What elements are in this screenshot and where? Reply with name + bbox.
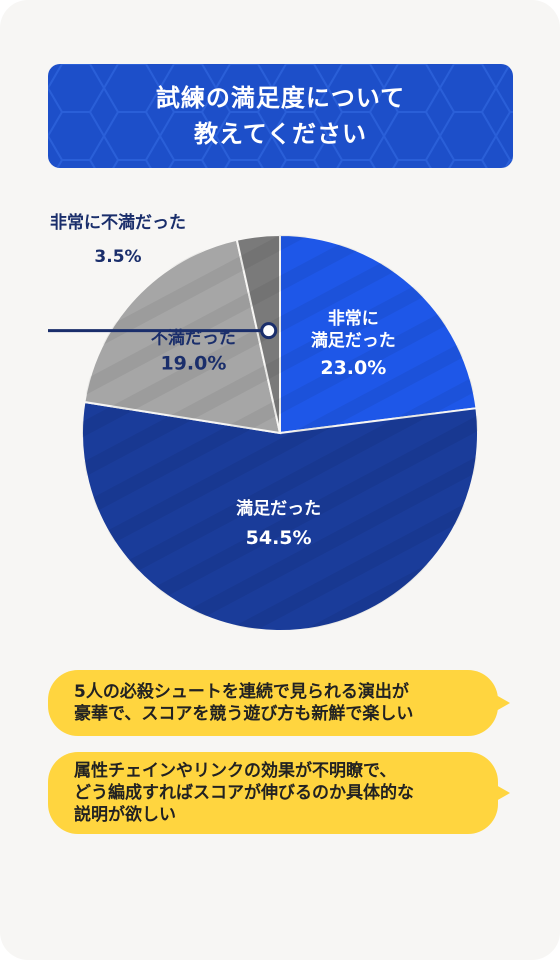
slice-label-2: 満足だった: [236, 498, 321, 519]
slice-label-4: 非常に不満だった: [50, 212, 186, 233]
pie-chart: 非常に満足だった23.0%満足だった54.5%不満だった19.0%非常に不満だっ…: [48, 212, 479, 632]
slice-label-3: 不満だった: [151, 328, 236, 349]
slice-label-1a: 非常に: [328, 308, 379, 329]
slice-value-2: 54.5%: [246, 527, 312, 549]
page-title: 試練の満足度について 教えてください: [155, 84, 406, 148]
pie-slice-texture-4: [236, 235, 280, 433]
pie-slice-texture-3: [84, 239, 280, 433]
title-banner: 試練の満足度について 教えてください: [48, 64, 513, 168]
pie-slice-texture-2: [81, 402, 479, 631]
slice-value-4: 3.5%: [94, 247, 141, 267]
hexagon-pattern: [48, 64, 513, 168]
slice-value-3: 19.0%: [160, 353, 226, 375]
comment-bubble-1: 5人の必殺シュートを連続で見られる演出が 豪華で、スコアを競う遊び方も新鮮で楽し…: [48, 670, 510, 736]
slice-label-1b: 満足だった: [311, 330, 396, 351]
comment-bubble-2: 属性チェインやリンクの効果が不明瞭で、 どう編成すればスコアが伸びるのか具体的な…: [48, 752, 510, 834]
slice-value-1: 23.0%: [320, 357, 386, 379]
callout-dot: [260, 322, 278, 340]
pie-slice-texture-1: [280, 235, 477, 433]
comment-text-1: 5人の必殺シュートを連続で見られる演出が 豪華で、スコアを競う遊び方も新鮮で楽し…: [74, 682, 414, 724]
comment-text-2: 属性チェインやリンクの効果が不明瞭で、 どう編成すればスコアが伸びるのか具体的な…: [74, 761, 414, 825]
